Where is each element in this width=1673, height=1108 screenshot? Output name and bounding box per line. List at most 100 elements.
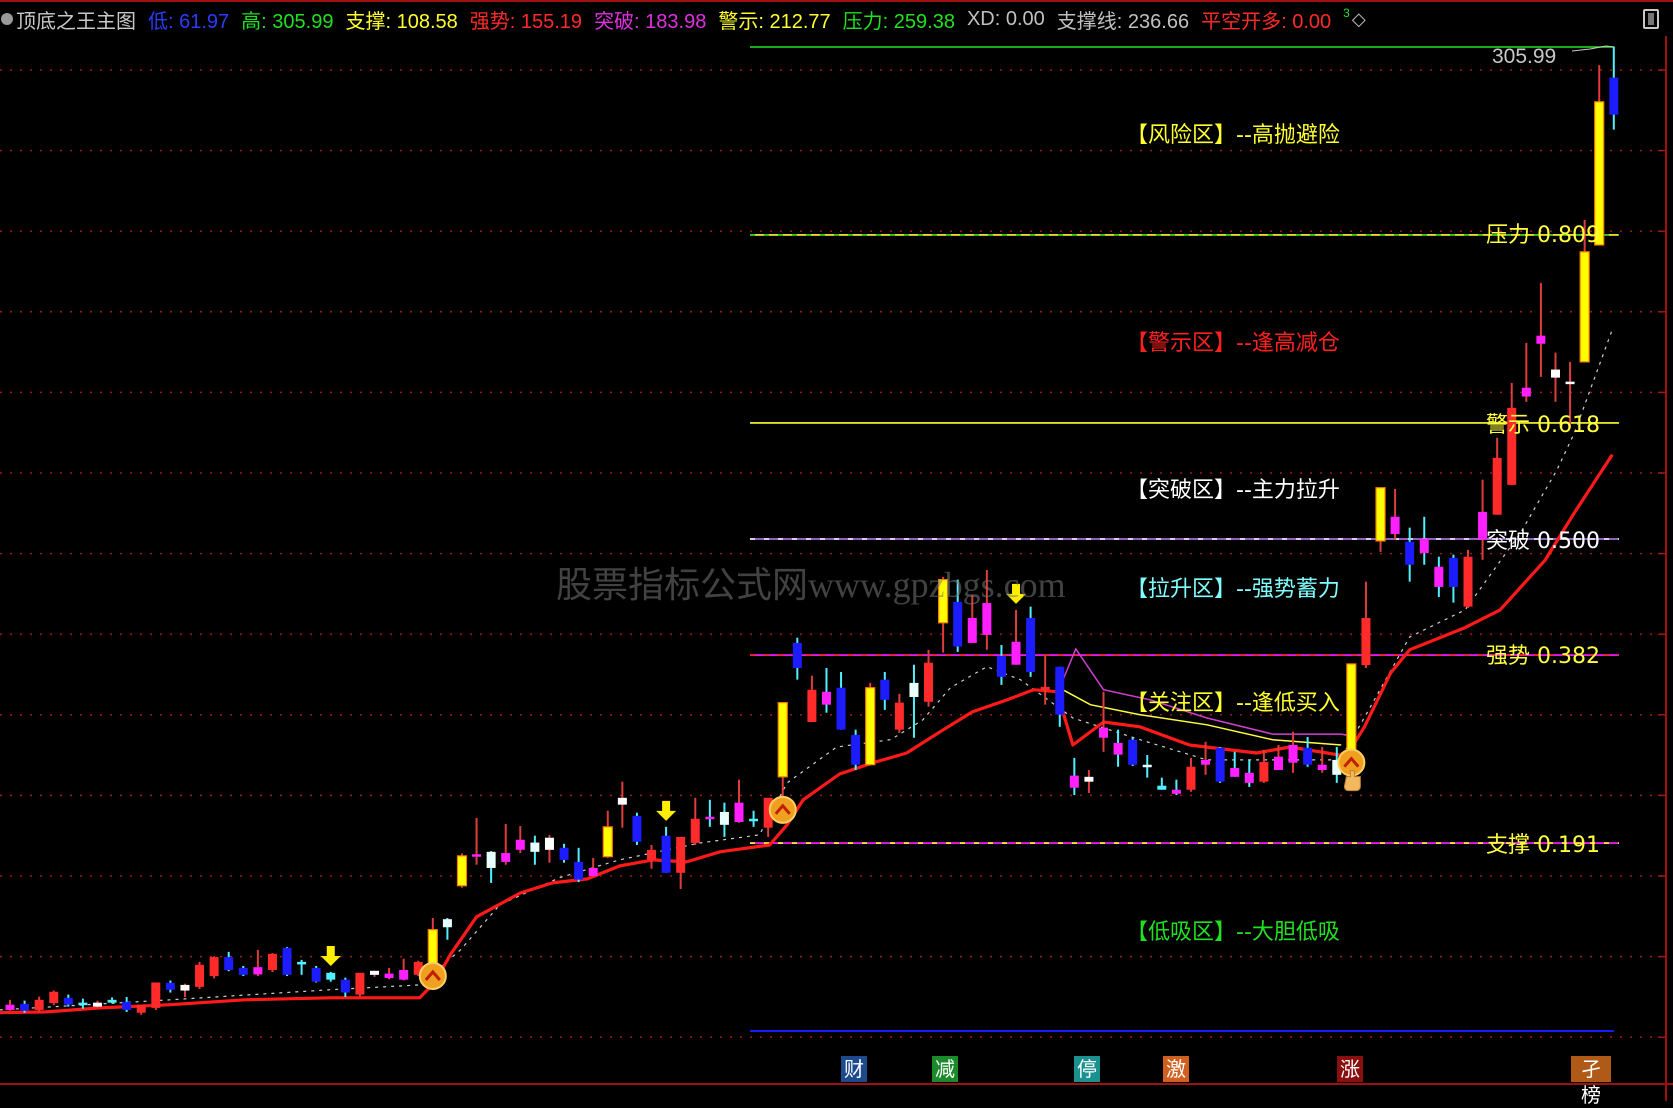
candle-body xyxy=(34,999,44,1010)
candle-body xyxy=(180,984,190,991)
candle xyxy=(1550,352,1560,402)
badge-finance[interactable]: 财 xyxy=(841,1056,867,1082)
candle xyxy=(1419,516,1429,565)
chevron-up-icon xyxy=(774,803,791,815)
candle xyxy=(894,693,904,733)
candle xyxy=(982,569,992,650)
level-label-pressure: 压力 0.809 xyxy=(1486,223,1600,248)
candle-body xyxy=(413,961,423,975)
indicator-lines xyxy=(0,329,1614,1015)
candle xyxy=(1026,606,1036,677)
badge-halt[interactable]: 停 xyxy=(1074,1056,1100,1082)
candle-body xyxy=(705,816,715,820)
param-3-label[interactable]: 3 xyxy=(1343,6,1350,20)
badge-list[interactable]: 孑榜 xyxy=(1571,1056,1611,1107)
candle-body xyxy=(749,818,759,822)
candle xyxy=(836,671,846,730)
candle-body xyxy=(559,847,569,860)
badge-reduce[interactable]: 减 xyxy=(932,1056,958,1082)
candle-body xyxy=(1157,785,1167,790)
candle xyxy=(49,990,59,1006)
candle-body xyxy=(967,617,977,643)
candle xyxy=(267,953,277,973)
candle-body xyxy=(1288,744,1298,763)
candle xyxy=(384,967,394,980)
candle-body xyxy=(399,969,409,980)
candle-body xyxy=(836,687,846,730)
candle-body xyxy=(1040,686,1050,690)
candle-body xyxy=(1375,487,1386,542)
candle-body xyxy=(1128,739,1138,765)
candle-body xyxy=(92,1002,102,1007)
candle xyxy=(456,853,468,888)
candle-body xyxy=(1579,251,1590,363)
candle-body xyxy=(253,967,263,975)
badge-limit-up[interactable]: 涨 xyxy=(1337,1056,1363,1082)
buy-signal-circle xyxy=(418,961,447,990)
signal-markers xyxy=(320,583,1366,990)
candle xyxy=(1317,746,1327,773)
buy-signal-icon xyxy=(768,795,797,824)
header-value-support: 支撑: 108.58 xyxy=(345,10,458,33)
candle-body xyxy=(661,835,671,873)
indicator-header: 顶底之王主图 低: 61.97 高: 305.99 支撑: 108.58 强势:… xyxy=(0,4,1366,34)
candle-body xyxy=(530,842,540,852)
candle xyxy=(1201,741,1211,775)
candle-body xyxy=(370,970,379,975)
candle xyxy=(282,947,292,977)
candle-body xyxy=(880,679,890,700)
candle-body xyxy=(1521,387,1531,397)
watermark: 股票指标公式网www.gpzbgs.com xyxy=(556,565,1066,605)
candle xyxy=(1405,527,1415,582)
candle xyxy=(1142,755,1152,778)
candle-body xyxy=(1419,538,1429,554)
candle xyxy=(92,1000,102,1008)
candle-body xyxy=(996,655,1006,677)
candle xyxy=(1361,581,1371,668)
candle-body xyxy=(165,982,175,990)
candle xyxy=(1463,549,1473,608)
candle-body xyxy=(588,867,598,877)
candle-body xyxy=(938,579,949,624)
candle-body xyxy=(1317,764,1327,770)
hand-cursor-icon xyxy=(1343,770,1361,792)
candle-body xyxy=(865,687,876,766)
candle xyxy=(953,579,963,652)
candle-body xyxy=(107,999,117,1003)
candle xyxy=(63,994,73,1007)
zone-risk: 【风险区】--高抛避险 xyxy=(1126,123,1340,148)
zone-rally: 【拉升区】--强势蓄力 xyxy=(1126,577,1340,602)
candle-body xyxy=(617,797,627,805)
candle-body xyxy=(1346,663,1357,751)
window-toggle-icon[interactable] xyxy=(1643,9,1659,29)
candle-body xyxy=(1536,335,1546,344)
indicator-title[interactable]: 顶底之王主图 xyxy=(16,10,136,33)
candle-body xyxy=(122,1001,132,1010)
candle-body xyxy=(472,854,482,857)
badge-incentive[interactable]: 激 xyxy=(1163,1056,1189,1082)
candle xyxy=(340,977,350,998)
candle xyxy=(107,997,117,1004)
candle-body xyxy=(544,837,554,850)
candle xyxy=(821,667,831,713)
grid-lines xyxy=(0,69,1666,1038)
candle-body xyxy=(821,691,831,705)
candle xyxy=(1128,737,1138,766)
candle xyxy=(749,810,759,827)
candle-body xyxy=(1069,775,1079,788)
level-label-strong: 强势 0.382 xyxy=(1486,644,1600,669)
header-value-breakout: 突破: 183.98 xyxy=(594,10,707,33)
diamond-icon[interactable]: ◇ xyxy=(1351,8,1366,29)
candle xyxy=(1434,556,1444,597)
chevron-up-icon xyxy=(424,969,441,981)
candle xyxy=(1390,488,1400,540)
candle xyxy=(1099,691,1108,752)
candle xyxy=(238,965,248,977)
candle-body xyxy=(195,964,205,987)
candle xyxy=(165,980,175,993)
candle-body xyxy=(1084,776,1094,782)
candle-body xyxy=(574,861,584,880)
indicator-menu-icon[interactable] xyxy=(1,13,13,25)
candle xyxy=(1375,487,1386,552)
